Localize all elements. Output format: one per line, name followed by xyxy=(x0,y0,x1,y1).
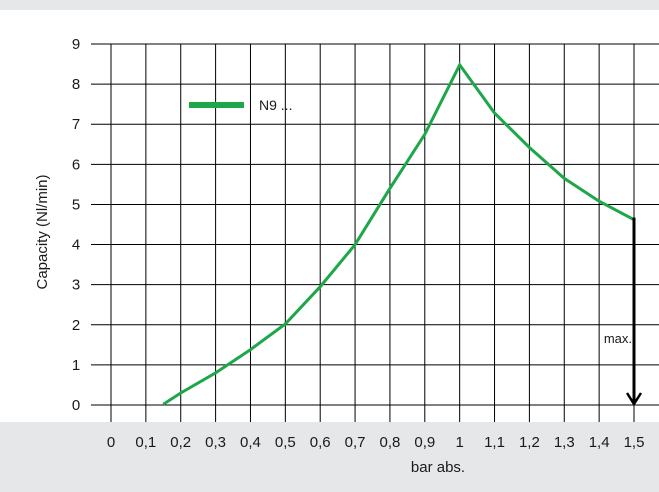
x-tick-label: 0,1 xyxy=(135,434,156,451)
x-tick-label: 0,2 xyxy=(170,434,191,451)
y-tick-label: 4 xyxy=(72,237,80,254)
y-tick-labels: 0 1 2 3 4 5 6 7 8 9 xyxy=(72,36,80,414)
plot-panel xyxy=(0,10,659,422)
max-arrow-head xyxy=(625,392,643,407)
legend-label: N9 ... xyxy=(259,97,292,113)
y-tick-label: 1 xyxy=(72,357,80,374)
y-axis-label: Capacity (Nl/min) xyxy=(34,174,51,289)
series-layer xyxy=(162,62,635,406)
x-tick-label: 0,6 xyxy=(310,434,331,451)
x-tick-label: 0,5 xyxy=(275,434,296,451)
y-tick-label: 8 xyxy=(72,76,80,93)
y-tick-label: 9 xyxy=(72,36,80,53)
x-tick-label: 0 xyxy=(107,434,115,451)
x-tick-label: 0,8 xyxy=(380,434,401,451)
grid xyxy=(91,43,659,422)
y-tick-label: 0 xyxy=(72,397,80,414)
legend: N9 ... xyxy=(189,97,292,113)
y-tick-label: 7 xyxy=(72,116,80,133)
max-annotation-label: max. xyxy=(604,331,632,346)
y-tick-label: 3 xyxy=(72,277,80,294)
x-tick-labels: 0 0,1 0,2 0,3 0,4 0,5 0,6 0,7 0,8 0,9 1 1,1 1,2 1,3 1,… xyxy=(107,434,645,451)
y-tick-label: 6 xyxy=(72,156,80,173)
x-tick-label: 1,5 xyxy=(624,434,645,451)
x-axis-label: bar abs. xyxy=(411,459,465,476)
x-tick-label: 1,2 xyxy=(519,434,540,451)
series-line xyxy=(162,62,635,406)
x-tick-label: 1 xyxy=(455,434,463,451)
top-band xyxy=(0,0,659,10)
x-tick-label: 0,9 xyxy=(414,434,435,451)
x-tick-label: 1,4 xyxy=(589,434,610,451)
annotations: max. xyxy=(604,217,643,407)
x-tick-label: 0,3 xyxy=(205,434,226,451)
y-tick-label: 5 xyxy=(72,196,80,213)
x-tick-label: 1,1 xyxy=(484,434,505,451)
x-tick-label: 0,4 xyxy=(240,434,261,451)
x-tick-label: 0,7 xyxy=(345,434,366,451)
x-tick-label: 1,3 xyxy=(554,434,575,451)
y-tick-label: 2 xyxy=(72,317,80,334)
